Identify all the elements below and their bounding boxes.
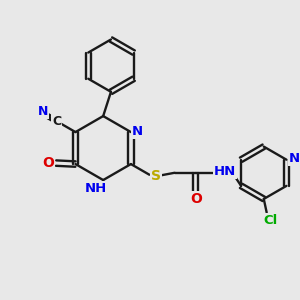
Text: N: N [289,152,300,165]
Text: N: N [132,124,143,138]
Text: C: C [52,115,61,128]
Text: O: O [190,192,202,206]
Text: HN: HN [214,165,236,178]
Text: S: S [151,169,161,183]
Text: NH: NH [84,182,106,195]
Text: Cl: Cl [263,214,278,227]
Text: O: O [42,156,54,170]
Text: N: N [38,105,48,118]
